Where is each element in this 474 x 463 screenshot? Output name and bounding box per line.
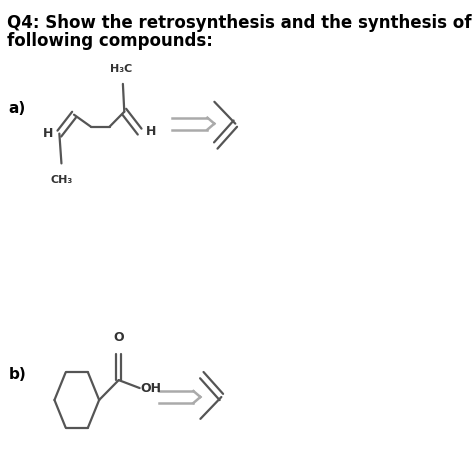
Text: CH₃: CH₃ — [50, 175, 73, 185]
Text: OH: OH — [140, 382, 161, 394]
Text: H: H — [146, 125, 156, 138]
Text: following compounds:: following compounds: — [7, 32, 213, 50]
Text: b): b) — [9, 367, 26, 382]
Text: H₃C: H₃C — [110, 64, 133, 74]
Text: Q4: Show the retrosynthesis and the synthesis of the: Q4: Show the retrosynthesis and the synt… — [7, 14, 474, 32]
Text: O: O — [113, 332, 124, 344]
Text: H: H — [43, 127, 54, 140]
Text: a): a) — [9, 101, 26, 116]
